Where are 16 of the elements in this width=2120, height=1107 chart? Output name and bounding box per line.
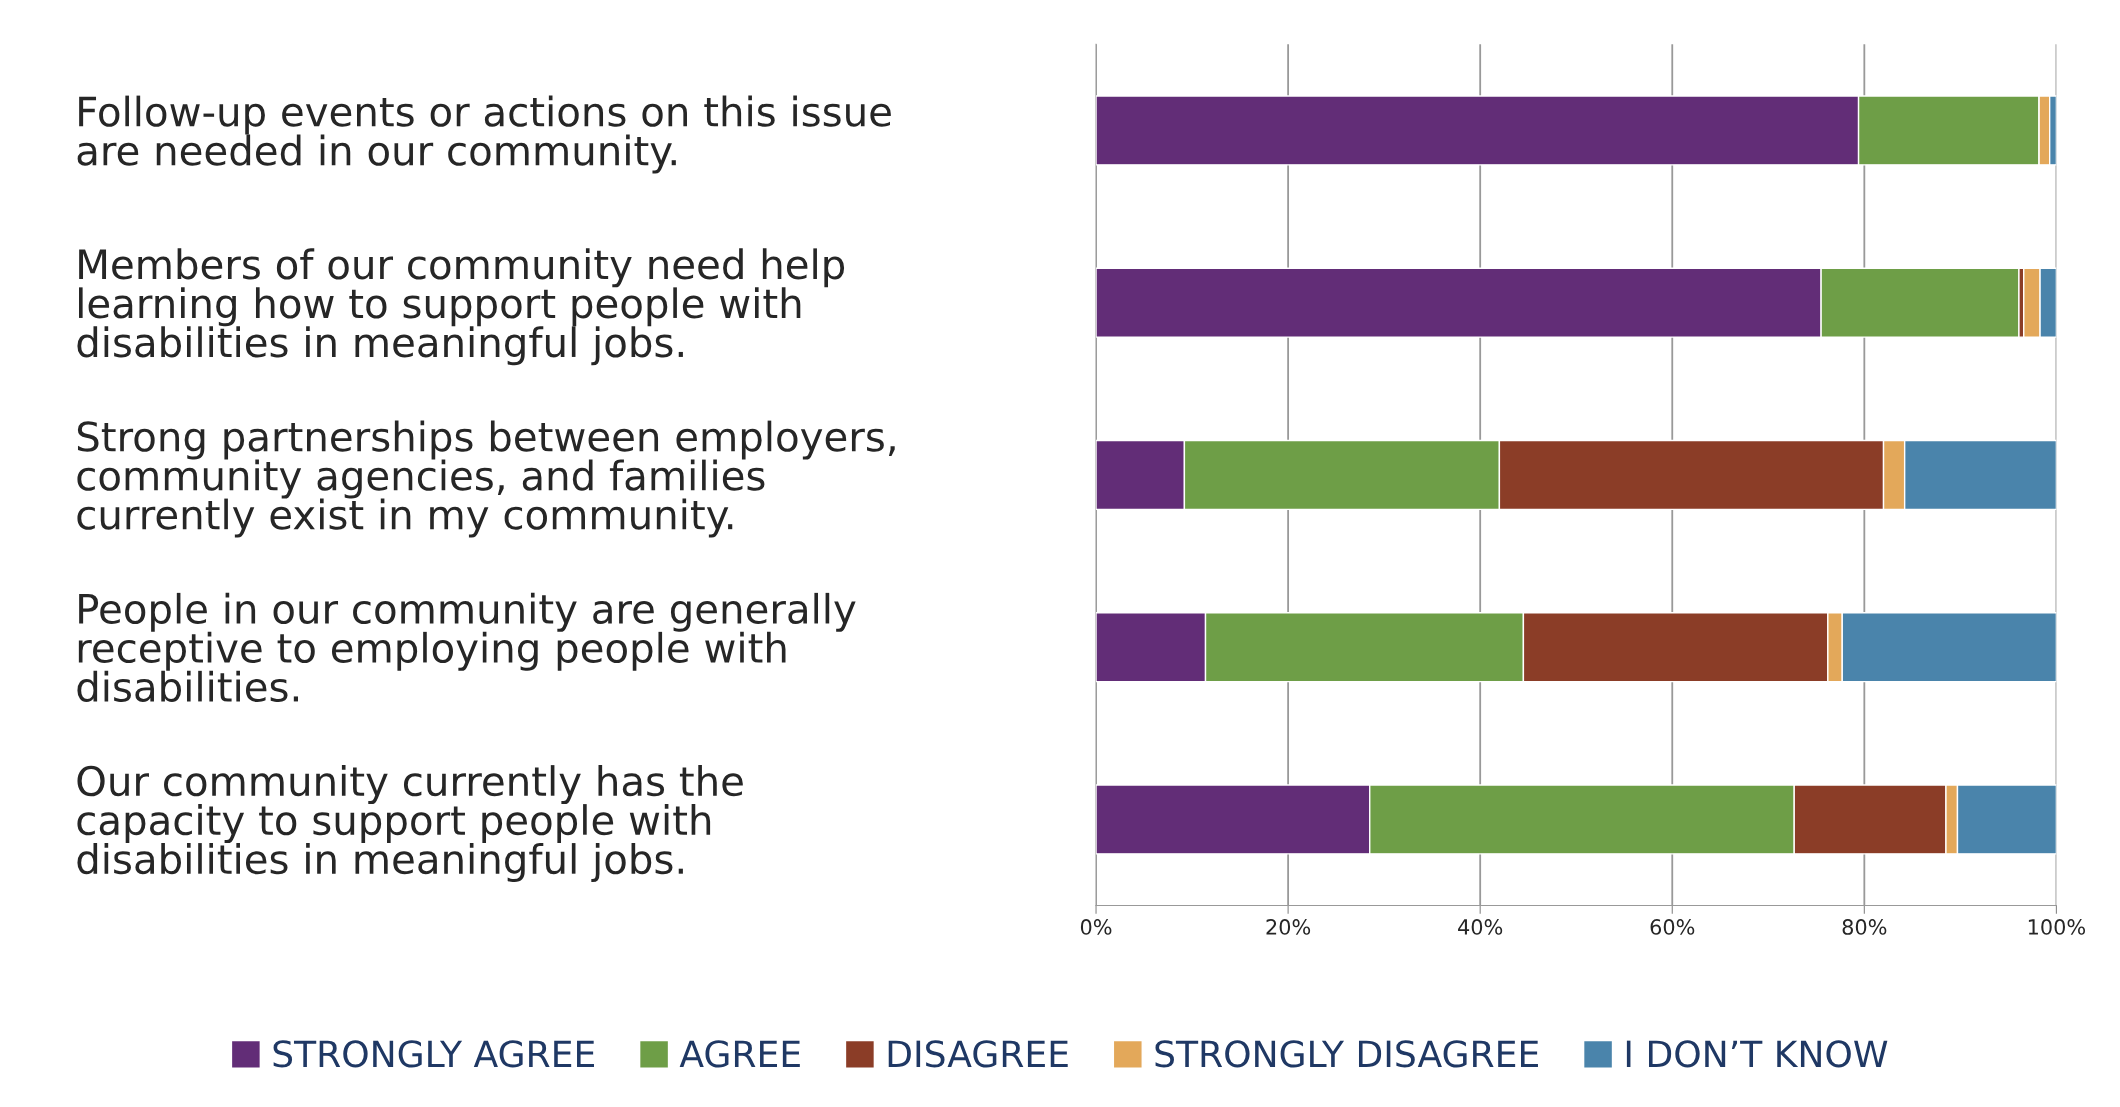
y-tick-label: Follow-up events or actions on this issue are needed in our community. (77, 95, 891, 174)
x-tick-label: 80% (1842, 919, 1887, 935)
y-tick-label: Our community currently has the capacity to support people with disabilities in meaningful jobs. (77, 765, 743, 883)
legend-label: STRONGLY DISAGREE (1155, 1040, 1538, 1068)
legend-label: AGREE (679, 1040, 800, 1068)
x-tick-label: 20% (1266, 919, 1311, 935)
legend-label: DISAGREE (888, 1040, 1068, 1068)
legend-label: I DON’T KNOW (1626, 1040, 1888, 1068)
y-tick-label: Strong partnerships between employers, community agencies, and families currently exist in my community. (77, 420, 895, 538)
y-tick-label: Members of our community need help learning how to support people with disabilities in meaningful jobs. (77, 248, 845, 366)
x-tick-label: 60% (1650, 919, 1695, 935)
x-tick-label: 0% (1080, 919, 1112, 935)
y-tick-label: People in our community are generally receptive to employing people with disabilities. (77, 592, 856, 703)
legend-label: STRONGLY AGREE (273, 1040, 594, 1068)
x-tick-label: 100% (2028, 919, 2086, 935)
x-tick-label: 40% (1458, 919, 1503, 935)
